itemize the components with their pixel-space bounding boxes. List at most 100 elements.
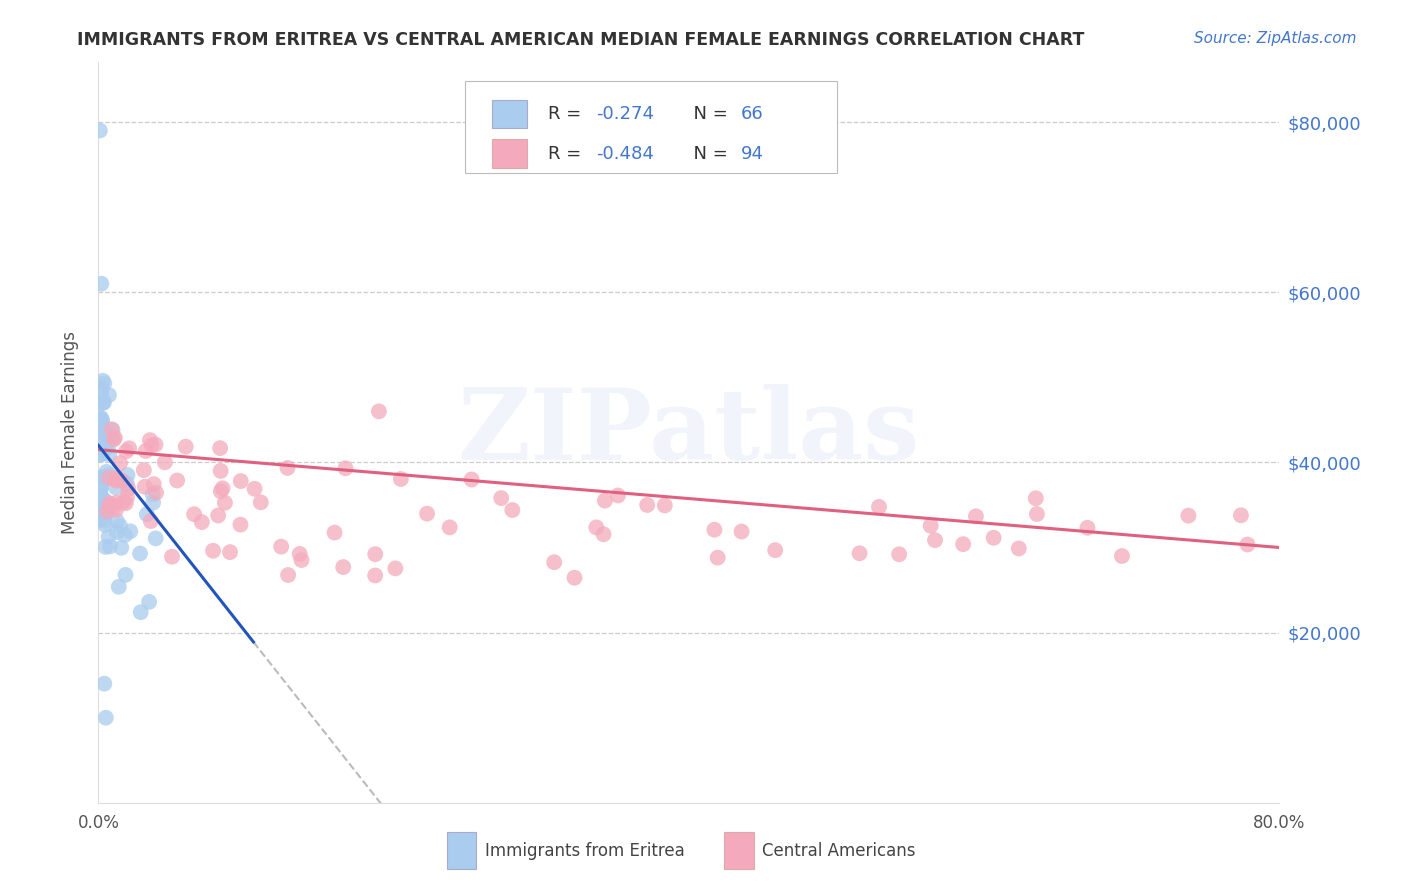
Point — [1008, 541, 1031, 556]
Point — [543, 555, 565, 569]
Point — [89, 411, 111, 425]
Point — [90, 471, 112, 485]
Point — [101, 423, 124, 437]
Point — [1236, 537, 1258, 551]
Point — [91, 395, 114, 409]
Point — [460, 473, 482, 487]
Point — [93, 473, 115, 487]
Point — [104, 499, 127, 513]
Point — [607, 488, 630, 502]
Point — [100, 422, 122, 436]
Point — [439, 520, 461, 534]
Point — [103, 433, 125, 447]
Text: N =: N = — [682, 105, 734, 123]
Point — [94, 497, 117, 511]
Point — [90, 410, 112, 425]
Bar — [492, 100, 527, 128]
Text: 66: 66 — [741, 105, 763, 123]
Point — [90, 277, 112, 291]
Point — [91, 415, 114, 429]
Point — [276, 461, 298, 475]
Point — [110, 541, 132, 555]
Point — [142, 477, 165, 491]
Text: N =: N = — [682, 145, 734, 162]
Point — [93, 676, 115, 690]
Point — [89, 485, 111, 500]
Bar — [492, 139, 527, 168]
Point — [108, 519, 131, 533]
Point — [117, 482, 139, 496]
Point — [145, 485, 167, 500]
Point — [209, 441, 232, 455]
Point — [115, 476, 138, 491]
Point — [335, 461, 357, 475]
Point — [1025, 491, 1047, 506]
Point — [91, 491, 114, 506]
Point — [91, 374, 114, 388]
Point — [142, 487, 165, 501]
Point — [145, 532, 167, 546]
Point — [115, 490, 138, 504]
Point — [290, 553, 312, 567]
Point — [983, 531, 1005, 545]
Point — [332, 560, 354, 574]
Point — [91, 447, 114, 461]
Point — [202, 543, 225, 558]
Point — [118, 442, 141, 456]
Point — [129, 547, 152, 561]
Point — [105, 481, 128, 495]
Point — [90, 388, 112, 402]
Text: ZIPatlas: ZIPatlas — [458, 384, 920, 481]
Text: Immigrants from Eritrea: Immigrants from Eritrea — [485, 842, 685, 860]
Bar — [447, 832, 477, 870]
Point — [98, 540, 121, 554]
Point — [93, 514, 115, 528]
Point — [887, 547, 910, 561]
Point — [654, 499, 676, 513]
Point — [90, 382, 112, 396]
Point — [1111, 549, 1133, 563]
Point — [93, 497, 115, 511]
Y-axis label: Median Female Earnings: Median Female Earnings — [60, 331, 79, 534]
Point — [107, 580, 129, 594]
Point — [93, 423, 115, 437]
Point — [706, 550, 728, 565]
Point — [111, 474, 134, 488]
Point — [965, 509, 987, 524]
Point — [593, 493, 616, 508]
Point — [868, 500, 890, 514]
Point — [93, 440, 115, 454]
Point — [96, 504, 118, 518]
Point — [120, 524, 142, 539]
Point — [104, 431, 127, 445]
Point — [501, 503, 523, 517]
Point — [214, 496, 236, 510]
Point — [91, 508, 114, 522]
Text: -0.484: -0.484 — [596, 145, 654, 162]
Point — [129, 605, 152, 619]
Text: -0.274: -0.274 — [596, 105, 654, 123]
FancyBboxPatch shape — [464, 81, 837, 173]
Point — [585, 520, 607, 534]
Point — [90, 481, 112, 495]
Point — [160, 549, 183, 564]
Point — [97, 471, 120, 485]
Point — [920, 518, 942, 533]
Point — [207, 508, 229, 523]
Point — [105, 514, 128, 528]
Point — [89, 448, 111, 462]
Point — [89, 436, 111, 450]
Point — [211, 481, 233, 495]
Point — [90, 480, 112, 494]
Point — [134, 480, 156, 494]
Point — [108, 456, 131, 470]
Point — [94, 517, 117, 532]
Point — [636, 498, 658, 512]
Point — [229, 517, 252, 532]
Point — [91, 396, 114, 410]
Point — [1177, 508, 1199, 523]
Point — [105, 496, 128, 510]
Point — [132, 463, 155, 477]
Point — [243, 482, 266, 496]
Text: R =: R = — [548, 105, 588, 123]
